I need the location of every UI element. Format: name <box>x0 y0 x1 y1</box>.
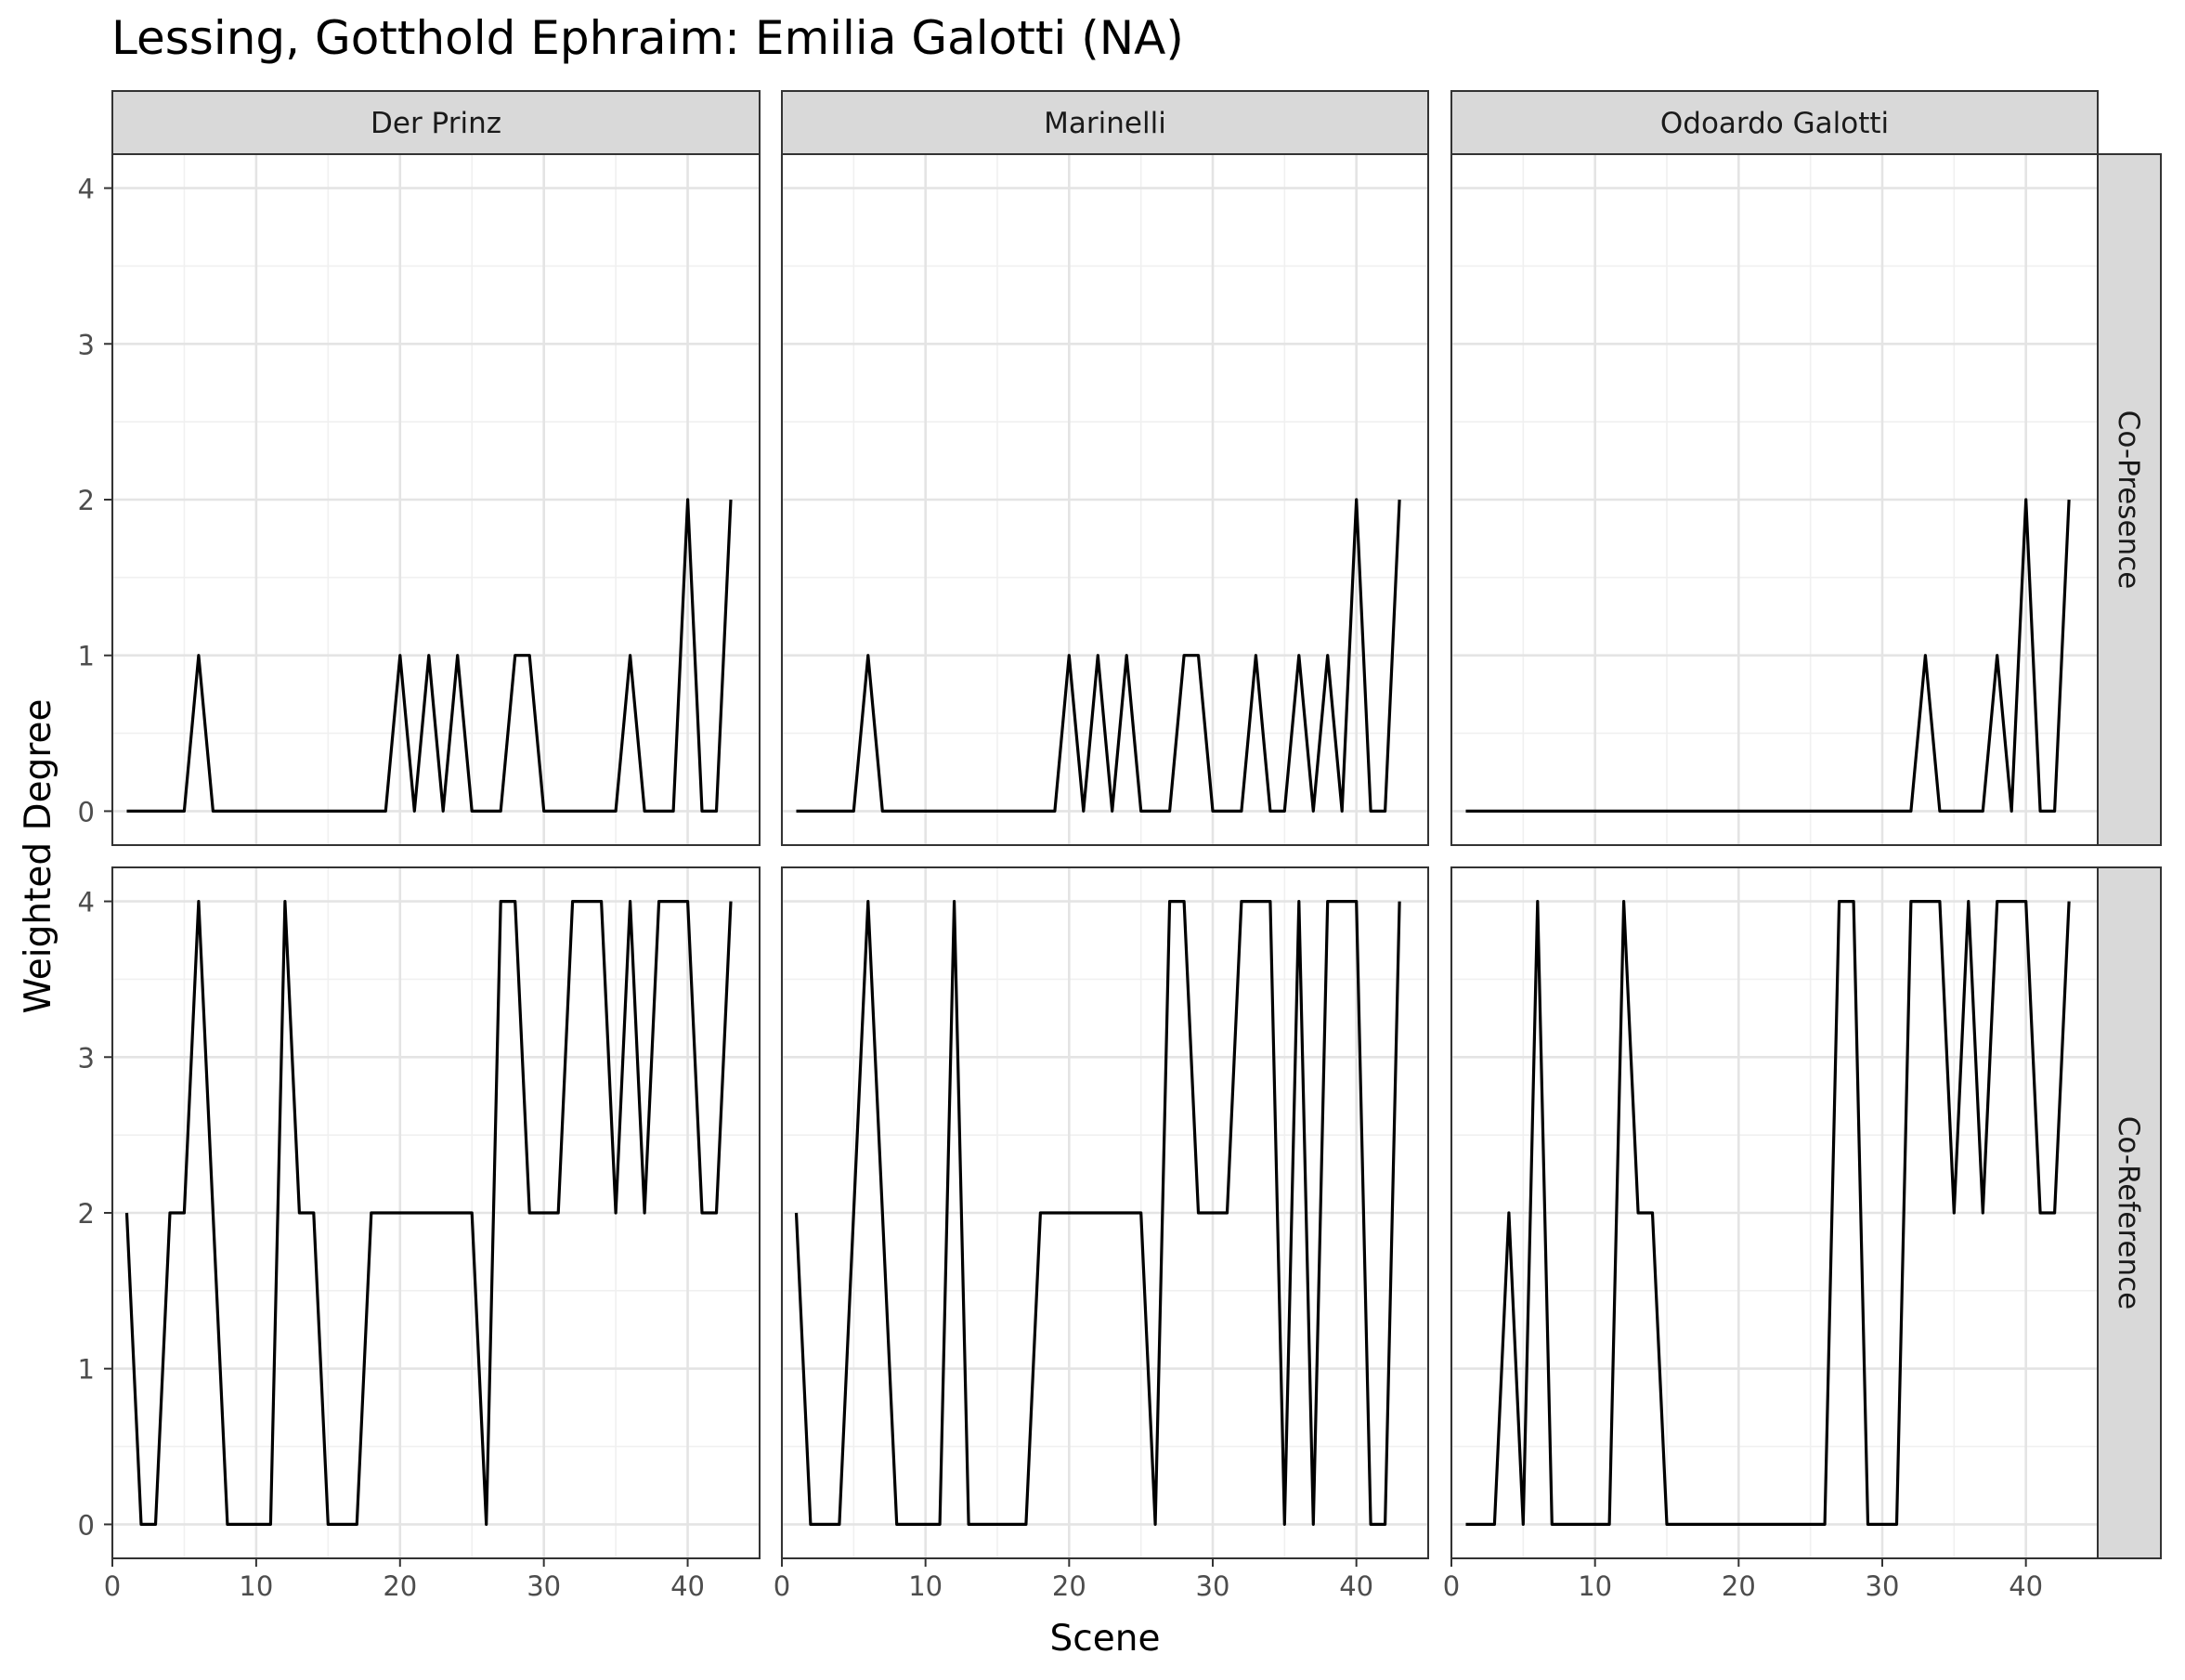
facet-label-column: Odoardo Galotti <box>1660 107 1889 140</box>
y-tick-label: 4 <box>78 887 95 918</box>
facet-label-column: Marinelli <box>1044 107 1166 140</box>
x-tick-label: 20 <box>1722 1570 1756 1602</box>
x-tick-label: 40 <box>1339 1570 1373 1602</box>
series-line <box>124 899 733 1527</box>
x-tick-label: 20 <box>383 1570 417 1602</box>
panel-0-1 <box>780 153 1429 846</box>
series-line <box>794 899 1401 1527</box>
x-tick-label: 0 <box>1443 1570 1460 1602</box>
panel-1-1 <box>780 866 1429 1559</box>
y-tick-label: 4 <box>78 174 95 205</box>
facet-strip-top <box>1450 90 2099 155</box>
series-line <box>1465 899 2071 1527</box>
facet-strip-top <box>781 90 1429 155</box>
y-tick-label: 3 <box>78 329 95 360</box>
facet-label-column: Der Prinz <box>371 107 501 140</box>
y-tick-label: 0 <box>78 1509 95 1541</box>
panel-1-2 <box>1450 866 2099 1559</box>
panel-border <box>781 866 1429 1559</box>
x-tick-label: 40 <box>670 1570 705 1602</box>
facet-label-row: Co-Presence <box>2112 410 2145 590</box>
x-tick-label: 10 <box>908 1570 943 1602</box>
y-tick-label: 1 <box>78 641 95 672</box>
x-tick-label: 10 <box>239 1570 273 1602</box>
y-tick-label: 2 <box>78 485 95 516</box>
x-tick-label: 20 <box>1052 1570 1086 1602</box>
y-tick-label: 1 <box>78 1354 95 1386</box>
x-tick-label: 30 <box>1196 1570 1230 1602</box>
x-tick-label: 40 <box>2009 1570 2043 1602</box>
x-axis-title: Scene <box>1050 1618 1161 1660</box>
x-tick-label: 0 <box>774 1570 790 1602</box>
panel-1-0 <box>111 866 761 1559</box>
panel-0-2 <box>1450 153 2099 846</box>
x-tick-label: 10 <box>1578 1570 1612 1602</box>
facet-strip-right <box>2097 153 2162 846</box>
facet-label-row: Co-Reference <box>2112 1116 2145 1309</box>
y-tick-label: 2 <box>78 1198 95 1230</box>
x-tick-label: 0 <box>104 1570 121 1602</box>
chart-title: Lessing, Gotthold Ephraim: Emilia Galott… <box>111 11 1184 65</box>
y-tick-label: 3 <box>78 1042 95 1074</box>
series-line <box>126 498 733 814</box>
facet-strip-top <box>111 90 761 155</box>
x-tick-label: 30 <box>527 1570 561 1602</box>
x-tick-label: 30 <box>1866 1570 1900 1602</box>
y-tick-label: 0 <box>78 796 95 827</box>
series-line <box>1465 498 2071 814</box>
panel-0-0 <box>111 153 761 846</box>
series-line <box>796 498 1401 814</box>
y-axis-title: Weighted Degree <box>18 699 59 1014</box>
facet-strip-right <box>2097 866 2162 1559</box>
